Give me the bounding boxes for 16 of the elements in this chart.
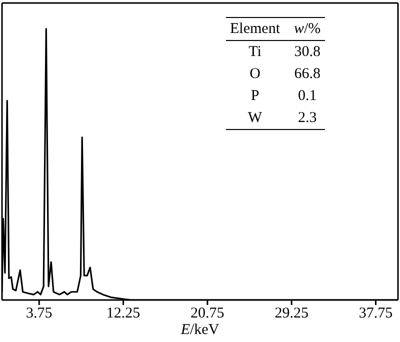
annotation: w/% — [292, 20, 322, 39]
x-axis-title: E/keV — [180, 322, 220, 339]
annotation: 2.3 — [296, 109, 318, 128]
annotation: W — [246, 109, 264, 128]
annotation: O — [248, 65, 262, 84]
x-tick-label: 20.75 — [190, 306, 224, 322]
x-tick-label: 3.75 — [26, 306, 52, 322]
x-tick-label: 29.25 — [274, 306, 308, 322]
annotation: 66.8 — [293, 65, 322, 84]
annotation: 0.1 — [296, 87, 318, 106]
annotation: P — [250, 87, 260, 106]
x-tick-label: 37.75 — [358, 306, 393, 322]
annotation: 30.8 — [293, 43, 322, 62]
annotation: Element — [229, 20, 281, 39]
annotation: Ti — [248, 43, 262, 62]
x-tick-label: 12.25 — [106, 306, 140, 322]
